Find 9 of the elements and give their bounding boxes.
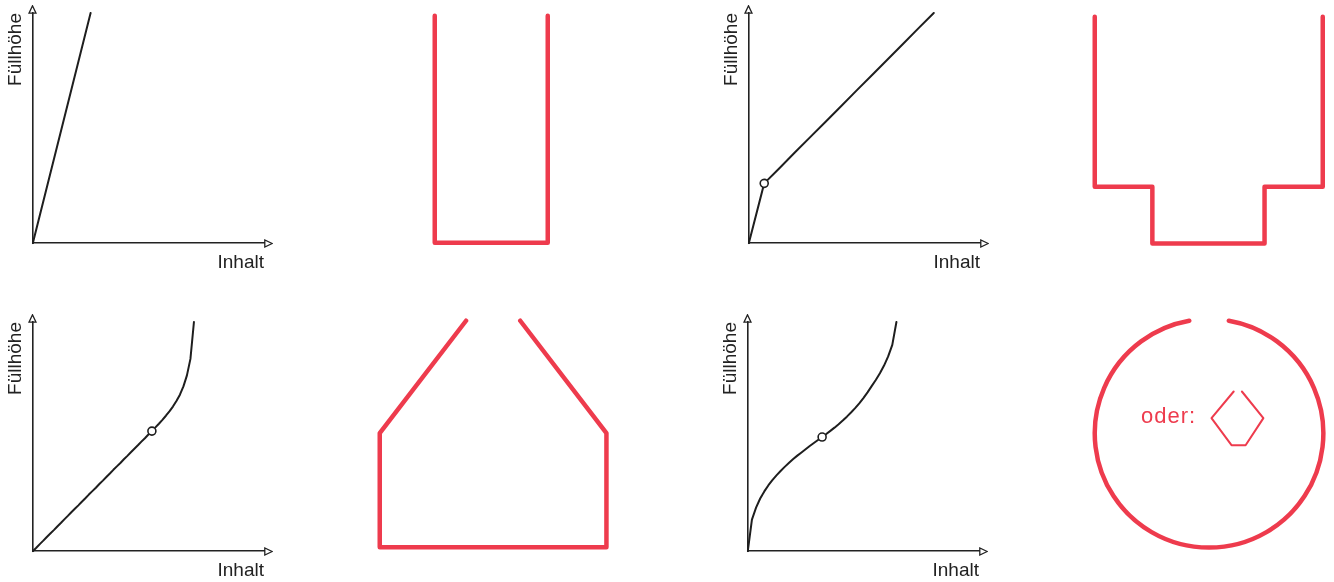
x-axis-title: Inhalt	[933, 250, 981, 272]
text: oder:	[1141, 402, 1197, 428]
y-axis-title: Füllhöhe	[718, 322, 740, 395]
y-axis-title: Füllhöhe	[719, 13, 741, 86]
y-axis-title: Füllhöhe	[3, 322, 25, 395]
y-axis-title: Füllhöhe	[3, 13, 25, 86]
x-axis-title: Inhalt	[217, 250, 265, 272]
x-axis-title: Inhalt	[217, 558, 265, 580]
x-axis-title: Inhalt	[932, 558, 980, 580]
